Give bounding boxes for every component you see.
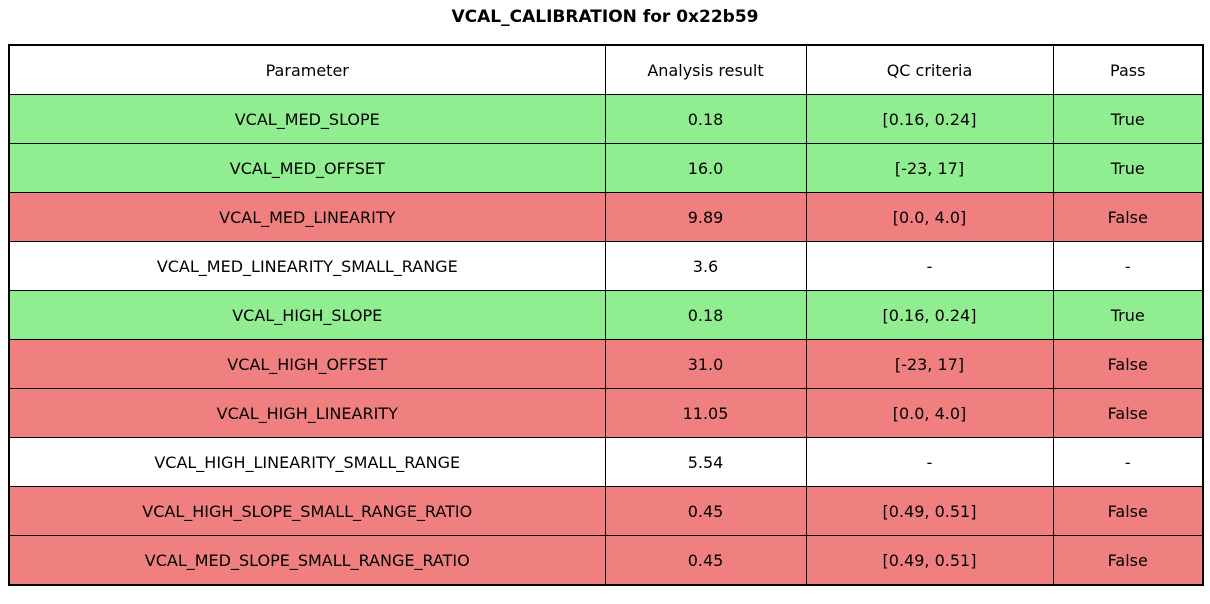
result-cell: 0.18 <box>604 290 807 340</box>
table-row: VCAL_MED_OFFSET 16.0 [-23, 17] True <box>8 143 1204 193</box>
criteria-cell: [0.16, 0.24] <box>805 94 1054 144</box>
param-cell: VCAL_HIGH_OFFSET <box>8 339 606 389</box>
result-cell: 31.0 <box>604 339 807 389</box>
pass-cell: False <box>1052 339 1204 389</box>
param-cell: VCAL_HIGH_LINEARITY <box>8 388 606 438</box>
table-header: Parameter Analysis result QC criteria Pa… <box>8 44 1204 95</box>
pass-cell: False <box>1052 535 1204 586</box>
table-row: VCAL_HIGH_OFFSET 31.0 [-23, 17] False <box>8 339 1204 389</box>
param-cell: VCAL_MED_SLOPE_SMALL_RANGE_RATIO <box>8 535 606 586</box>
header-parameter: Parameter <box>8 44 606 95</box>
table-body: VCAL_MED_SLOPE 0.18 [0.16, 0.24] True VC… <box>8 94 1204 586</box>
table-row: VCAL_MED_SLOPE_SMALL_RANGE_RATIO 0.45 [0… <box>8 535 1204 586</box>
table-row: VCAL_HIGH_LINEARITY_SMALL_RANGE 5.54 - - <box>8 437 1204 487</box>
table-row: VCAL_HIGH_SLOPE 0.18 [0.16, 0.24] True <box>8 290 1204 340</box>
table-row: VCAL_HIGH_SLOPE_SMALL_RANGE_RATIO 0.45 [… <box>8 486 1204 536</box>
table-row: VCAL_HIGH_LINEARITY 11.05 [0.0, 4.0] Fal… <box>8 388 1204 438</box>
criteria-cell: [0.0, 4.0] <box>805 192 1054 242</box>
header-pass: Pass <box>1052 44 1204 95</box>
criteria-cell: [0.49, 0.51] <box>805 535 1054 586</box>
header-row: Parameter Analysis result QC criteria Pa… <box>8 44 1204 95</box>
result-cell: 11.05 <box>604 388 807 438</box>
pass-cell: False <box>1052 388 1204 438</box>
pass-cell: True <box>1052 290 1204 340</box>
pass-cell: - <box>1052 241 1204 291</box>
table-row: VCAL_MED_LINEARITY 9.89 [0.0, 4.0] False <box>8 192 1204 242</box>
param-cell: VCAL_HIGH_LINEARITY_SMALL_RANGE <box>8 437 606 487</box>
criteria-cell: - <box>805 437 1054 487</box>
param-cell: VCAL_MED_OFFSET <box>8 143 606 193</box>
pass-cell: False <box>1052 192 1204 242</box>
result-cell: 0.45 <box>604 486 807 536</box>
criteria-cell: [-23, 17] <box>805 339 1054 389</box>
result-cell: 3.6 <box>604 241 807 291</box>
criteria-cell: - <box>805 241 1054 291</box>
result-cell: 5.54 <box>604 437 807 487</box>
result-cell: 0.45 <box>604 535 807 586</box>
result-cell: 9.89 <box>604 192 807 242</box>
pass-cell: False <box>1052 486 1204 536</box>
qc-results-table: Parameter Analysis result QC criteria Pa… <box>8 44 1204 586</box>
result-cell: 16.0 <box>604 143 807 193</box>
header-analysis-result: Analysis result <box>604 44 807 95</box>
header-qc-criteria: QC criteria <box>805 44 1054 95</box>
param-cell: VCAL_MED_LINEARITY_SMALL_RANGE <box>8 241 606 291</box>
criteria-cell: [0.16, 0.24] <box>805 290 1054 340</box>
param-cell: VCAL_HIGH_SLOPE_SMALL_RANGE_RATIO <box>8 486 606 536</box>
pass-cell: True <box>1052 143 1204 193</box>
pass-cell: True <box>1052 94 1204 144</box>
criteria-cell: [0.49, 0.51] <box>805 486 1054 536</box>
page-title: VCAL_CALIBRATION for 0x22b59 <box>451 7 759 27</box>
param-cell: VCAL_MED_LINEARITY <box>8 192 606 242</box>
criteria-cell: [0.0, 4.0] <box>805 388 1054 438</box>
param-cell: VCAL_HIGH_SLOPE <box>8 290 606 340</box>
param-cell: VCAL_MED_SLOPE <box>8 94 606 144</box>
table-row: VCAL_MED_LINEARITY_SMALL_RANGE 3.6 - - <box>8 241 1204 291</box>
table-row: VCAL_MED_SLOPE 0.18 [0.16, 0.24] True <box>8 94 1204 144</box>
result-cell: 0.18 <box>604 94 807 144</box>
pass-cell: - <box>1052 437 1204 487</box>
criteria-cell: [-23, 17] <box>805 143 1054 193</box>
